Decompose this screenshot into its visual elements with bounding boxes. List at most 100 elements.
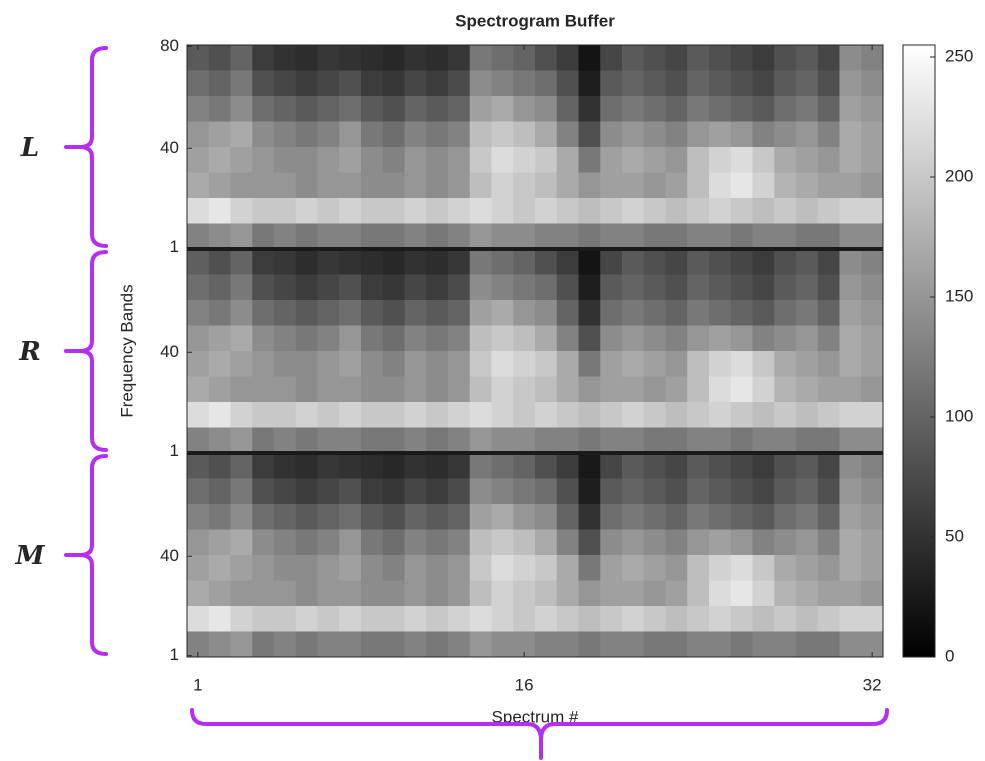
brace bbox=[78, 250, 108, 452]
heatmap-cell bbox=[861, 351, 884, 377]
heatmap-cell bbox=[404, 453, 427, 479]
heatmap-cell bbox=[578, 376, 601, 403]
heatmap-cell bbox=[274, 376, 297, 403]
heatmap-cell bbox=[796, 631, 819, 658]
heatmap-cell bbox=[796, 70, 819, 97]
heatmap-cell bbox=[208, 96, 231, 122]
heatmap-cell bbox=[796, 96, 819, 122]
heatmap-cell bbox=[361, 172, 384, 199]
heatmap-cell bbox=[752, 121, 775, 148]
heatmap-cell bbox=[404, 351, 427, 377]
heatmap-cell bbox=[187, 147, 210, 173]
heatmap-cell bbox=[187, 172, 210, 199]
heatmap-cell bbox=[513, 198, 536, 224]
heatmap-cell bbox=[796, 555, 819, 581]
heatmap-cell bbox=[665, 147, 688, 173]
heatmap-cell bbox=[622, 402, 645, 428]
heatmap-cell bbox=[361, 402, 384, 428]
heatmap-cell bbox=[817, 606, 840, 632]
heatmap-cell bbox=[665, 96, 688, 122]
heatmap-cell bbox=[643, 70, 666, 97]
heatmap-cell bbox=[382, 249, 405, 275]
heatmap-cell bbox=[643, 249, 666, 275]
heatmap-cell bbox=[665, 402, 688, 428]
heatmap-cell bbox=[535, 300, 558, 326]
heatmap-cell bbox=[491, 300, 514, 326]
heatmap-cell bbox=[817, 351, 840, 377]
heatmap-cell bbox=[208, 606, 231, 632]
heatmap-cell bbox=[513, 631, 536, 658]
heatmap-cell bbox=[817, 70, 840, 97]
heatmap-cell bbox=[339, 376, 362, 403]
heatmap-cell bbox=[404, 376, 427, 403]
heatmap-cell bbox=[796, 504, 819, 530]
heatmap-cell bbox=[513, 274, 536, 301]
heatmap-cell bbox=[839, 376, 862, 403]
heatmap-cell bbox=[861, 529, 884, 556]
heatmap-cell bbox=[687, 70, 710, 97]
heatmap-cell bbox=[796, 249, 819, 275]
heatmap-cell bbox=[491, 453, 514, 479]
heatmap-cell bbox=[665, 529, 688, 556]
heatmap-cell bbox=[861, 198, 884, 224]
heatmap-cell bbox=[839, 504, 862, 530]
heatmap-cell bbox=[861, 121, 884, 148]
heatmap-cell bbox=[556, 198, 579, 224]
heatmap-cell bbox=[774, 453, 797, 479]
heatmap-cell bbox=[578, 147, 601, 173]
heatmap-cell bbox=[339, 555, 362, 581]
heatmap-cell bbox=[339, 580, 362, 607]
colorbar-tick-label: 0 bbox=[945, 646, 954, 665]
heatmap-cell bbox=[839, 121, 862, 148]
heatmap-cell bbox=[665, 580, 688, 607]
heatmap-cell bbox=[274, 45, 297, 71]
heatmap-cell bbox=[839, 478, 862, 505]
heatmap-cell bbox=[317, 376, 340, 403]
heatmap-cell bbox=[187, 121, 210, 148]
heatmap-cell bbox=[665, 504, 688, 530]
heatmap-cell bbox=[600, 147, 623, 173]
heatmap-cell bbox=[187, 274, 210, 301]
heatmap-cell bbox=[665, 249, 688, 275]
heatmap-cell bbox=[230, 45, 253, 71]
heatmap-cell bbox=[448, 223, 471, 250]
heatmap-cell bbox=[665, 376, 688, 403]
heatmap-cell bbox=[361, 223, 384, 250]
heatmap-cell bbox=[339, 325, 362, 352]
heatmap-cell bbox=[274, 70, 297, 97]
heatmap-cell bbox=[643, 555, 666, 581]
heatmap-cell bbox=[252, 555, 275, 581]
heatmap-cell bbox=[578, 172, 601, 199]
heatmap-cell bbox=[382, 96, 405, 122]
heatmap-cell bbox=[774, 325, 797, 352]
heatmap-cell bbox=[295, 580, 318, 607]
heatmap-cell bbox=[752, 529, 775, 556]
heatmap-cell bbox=[622, 427, 645, 454]
heatmap-cell bbox=[600, 96, 623, 122]
heatmap-cell bbox=[361, 274, 384, 301]
heatmap-cell bbox=[600, 223, 623, 250]
heatmap-cell bbox=[774, 249, 797, 275]
heatmap-cell bbox=[382, 198, 405, 224]
heatmap-cell bbox=[730, 121, 753, 148]
heatmap-cell bbox=[861, 427, 884, 454]
heatmap-cell bbox=[600, 427, 623, 454]
heatmap-cell bbox=[622, 606, 645, 632]
heatmap-cell bbox=[491, 198, 514, 224]
heatmap-cell bbox=[709, 402, 732, 428]
heatmap-cell bbox=[861, 96, 884, 122]
heatmap-cell bbox=[317, 606, 340, 632]
y-tick-label: 80 bbox=[160, 36, 179, 55]
heatmap-cell bbox=[469, 121, 492, 148]
heatmap-cell bbox=[687, 427, 710, 454]
heatmap-cell bbox=[448, 580, 471, 607]
heatmap-cell bbox=[752, 631, 775, 658]
heatmap-cell bbox=[491, 172, 514, 199]
heatmap-cell bbox=[578, 555, 601, 581]
heatmap-cell bbox=[448, 172, 471, 199]
heatmap-cell bbox=[491, 45, 514, 71]
panel-separator bbox=[187, 247, 883, 251]
heatmap-cell bbox=[752, 274, 775, 301]
heatmap-cell bbox=[752, 45, 775, 71]
heatmap-cell bbox=[469, 198, 492, 224]
